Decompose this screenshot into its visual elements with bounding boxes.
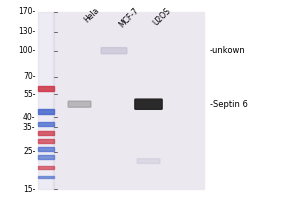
Text: MCF-7: MCF-7 — [117, 6, 140, 29]
FancyBboxPatch shape — [137, 159, 160, 163]
Text: 35-: 35- — [23, 123, 35, 132]
Text: U2OS: U2OS — [152, 6, 172, 27]
Text: 130-: 130- — [18, 27, 35, 36]
Bar — [38, 12, 54, 189]
FancyBboxPatch shape — [68, 101, 91, 107]
Bar — [38, 139, 54, 143]
Bar — [38, 122, 54, 126]
Bar — [52, 12, 204, 189]
Text: 100-: 100- — [18, 46, 35, 55]
Text: 15-: 15- — [23, 184, 35, 193]
Bar — [38, 108, 54, 114]
FancyBboxPatch shape — [101, 48, 127, 54]
FancyBboxPatch shape — [135, 99, 162, 109]
Bar — [38, 147, 54, 151]
Text: 40-: 40- — [23, 113, 35, 122]
Text: 25-: 25- — [23, 147, 35, 156]
Text: Hela: Hela — [82, 6, 101, 25]
Bar — [38, 131, 54, 135]
Text: 55-: 55- — [23, 90, 35, 99]
Bar — [38, 176, 54, 178]
Text: -unkown: -unkown — [210, 46, 246, 55]
Text: 170-: 170- — [18, 7, 35, 17]
Text: -Septin 6: -Septin 6 — [210, 100, 248, 109]
Bar — [38, 155, 54, 159]
Bar — [38, 86, 54, 91]
Bar — [38, 166, 54, 168]
Text: 70-: 70- — [23, 72, 35, 81]
